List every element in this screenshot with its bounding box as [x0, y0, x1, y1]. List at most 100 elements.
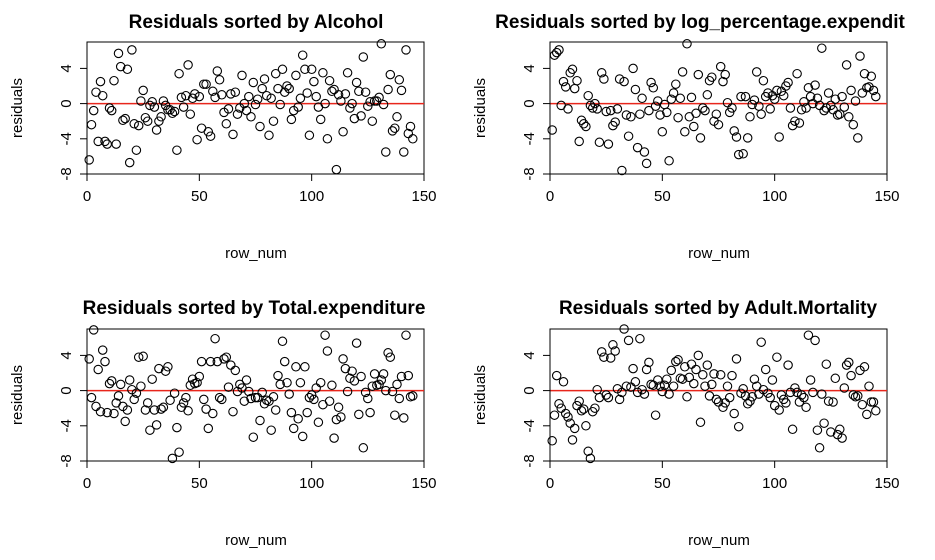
data-point — [228, 129, 238, 140]
data-point — [702, 360, 713, 370]
y-tick-label: 0 — [521, 99, 538, 107]
data-point — [599, 352, 609, 362]
data-point — [817, 389, 827, 399]
data-point — [167, 453, 178, 464]
data-point — [340, 363, 351, 374]
data-point — [727, 370, 737, 381]
data-point — [300, 362, 310, 372]
data-point — [185, 109, 196, 119]
y-tick-label: 0 — [58, 386, 75, 394]
data-point — [563, 412, 573, 422]
panel-1: Residuals sorted by Alcohol 0 50 100 150 -8 -4… — [9, 12, 437, 262]
data-point — [154, 116, 164, 126]
data-point — [740, 91, 751, 102]
data-point — [133, 352, 144, 362]
data-point — [93, 364, 103, 375]
data-point — [689, 121, 699, 132]
data-point — [715, 370, 726, 380]
data-point — [720, 69, 730, 80]
data-point — [300, 64, 310, 75]
data-point — [630, 377, 641, 387]
data-point — [187, 93, 198, 104]
data-point — [707, 379, 717, 390]
data-point — [727, 103, 737, 113]
data-point — [210, 92, 220, 103]
data-point — [590, 403, 600, 413]
data-point — [745, 112, 755, 122]
x-tick-label: 100 — [762, 475, 787, 492]
data-point — [632, 142, 643, 153]
data-point — [787, 424, 798, 435]
data-point — [765, 392, 775, 403]
data-point — [650, 101, 661, 111]
data-point — [154, 363, 164, 374]
data-point — [801, 402, 811, 413]
data-point — [722, 381, 733, 391]
data-point — [147, 374, 157, 384]
data-point — [596, 68, 607, 78]
data-point — [147, 97, 157, 107]
data-point — [93, 136, 103, 147]
data-point — [796, 390, 807, 400]
data-point — [653, 375, 663, 385]
data-point — [252, 94, 263, 104]
data-point — [390, 123, 400, 133]
data-point — [859, 362, 870, 372]
data-point — [196, 356, 207, 367]
data-point — [749, 374, 760, 384]
data-point — [255, 415, 265, 426]
data-point — [857, 399, 868, 410]
data-point — [149, 102, 160, 112]
data-point — [309, 76, 319, 87]
data-point — [86, 392, 97, 403]
data-point — [226, 360, 236, 370]
data-point — [855, 51, 865, 61]
data-point — [205, 131, 216, 141]
data-point — [790, 383, 800, 393]
data-point — [158, 402, 169, 413]
data-point — [360, 87, 371, 97]
data-point — [644, 105, 654, 116]
data-point — [594, 137, 605, 148]
data-point — [322, 134, 333, 144]
data-point — [641, 158, 652, 169]
x-tick-label: 100 — [299, 188, 324, 205]
data-point — [853, 133, 863, 143]
data-point — [302, 88, 312, 98]
chart-title: Residuals sorted by Total.expenditure — [83, 298, 426, 319]
data-point — [345, 103, 355, 113]
data-point — [275, 99, 285, 110]
x-tick-label: 150 — [874, 188, 899, 205]
data-point — [558, 76, 569, 87]
data-point — [115, 379, 126, 390]
data-point — [572, 75, 582, 86]
data-point — [693, 69, 704, 80]
data-point — [682, 39, 692, 49]
data-point — [151, 125, 162, 135]
data-point — [718, 402, 728, 413]
data-point — [100, 136, 110, 147]
data-point — [399, 413, 409, 423]
data-point — [248, 432, 259, 442]
data-point — [603, 392, 614, 403]
data-point — [282, 81, 292, 91]
data-point — [821, 103, 832, 113]
data-point — [178, 102, 189, 112]
data-point — [673, 355, 683, 365]
data-point — [239, 98, 250, 109]
data-point — [248, 77, 259, 88]
data-point — [612, 104, 623, 114]
data-point — [129, 119, 139, 129]
x-axis-label: row_num — [688, 245, 750, 262]
data-point — [871, 406, 881, 416]
data-point — [91, 401, 101, 412]
data-point — [644, 357, 654, 368]
data-point — [97, 90, 108, 101]
data-point — [327, 380, 337, 391]
data-point — [120, 113, 130, 124]
x-axis-label: row_num — [225, 245, 287, 262]
data-point — [275, 379, 285, 390]
y-tick-label: 0 — [58, 99, 75, 107]
x-tick-label: 50 — [654, 475, 671, 492]
data-point — [349, 113, 360, 124]
